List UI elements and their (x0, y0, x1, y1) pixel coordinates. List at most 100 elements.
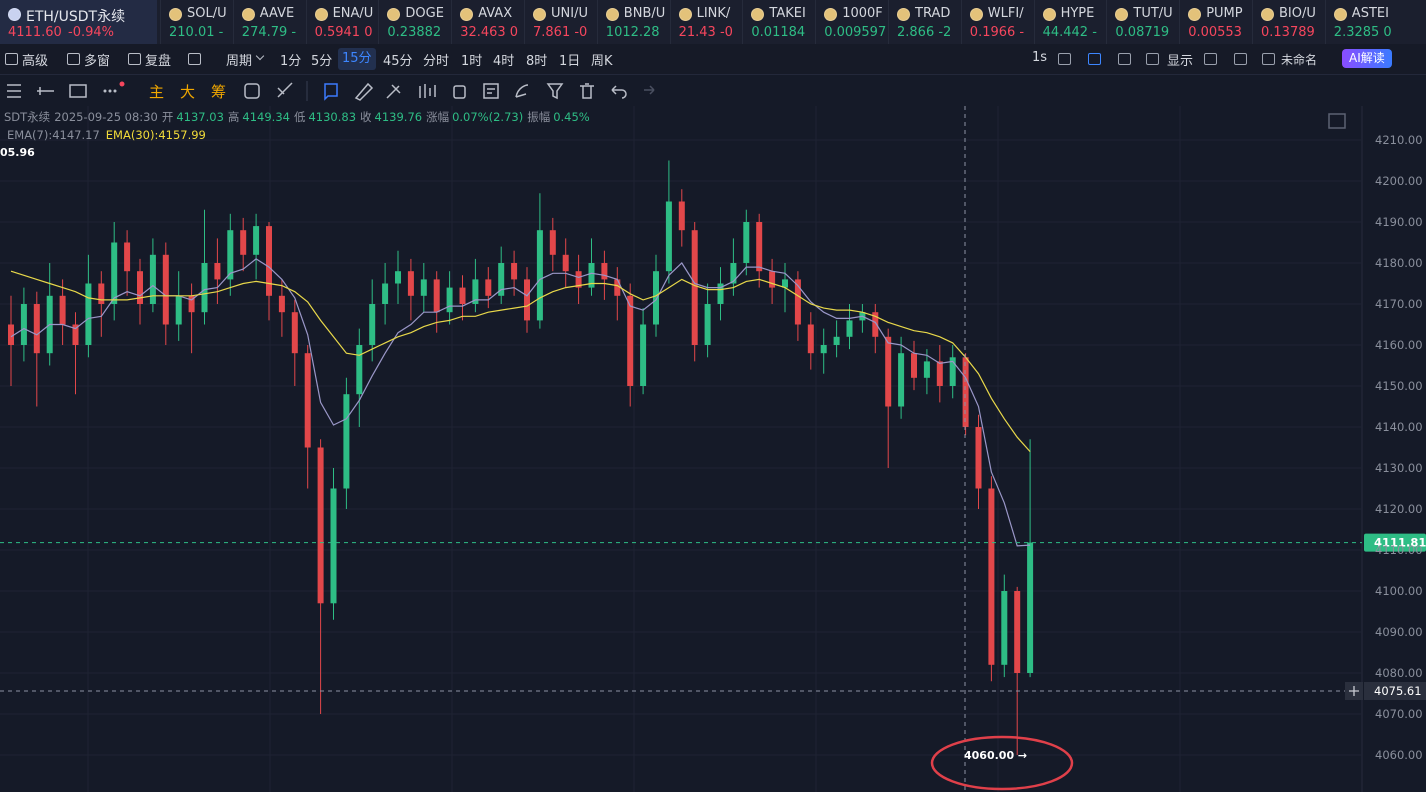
overlay: 4111.81 4075.61 4060.00 → (0, 533, 1426, 791)
tool-icon[interactable] (419, 84, 436, 98)
candle-body (162, 254, 169, 325)
toolbar-button[interactable]: 显示 (1167, 54, 1194, 69)
tool-icon[interactable] (324, 83, 338, 101)
ticker[interactable]: ASTEI 2.3285 0 (1324, 0, 1397, 44)
toolbar-icon[interactable] (1088, 53, 1101, 65)
ticker[interactable]: PUMP 0.00553 (1179, 0, 1251, 44)
ticker[interactable]: TAKEI 0.01184 (742, 0, 814, 44)
ticker[interactable]: UNI/U 7.861 -0 (524, 0, 596, 44)
toolbar-icon[interactable] (1118, 53, 1131, 65)
candle-body (253, 226, 260, 255)
ticker-bar: ETH/USDT永续 4111.60 -0.94% SOL/U 210.01 - AAVE… (0, 0, 1426, 44)
field-value: 4149.34 (242, 110, 290, 124)
line-icon[interactable] (37, 87, 54, 95)
toolbar: 高级 多窗 复盘 周期 1分 5分 15分 45分 分时 1时 4时 8时 1日 周K 1s 显示 未命名 AI解… (0, 44, 1426, 75)
y-tick-label: 4070.00 (1375, 707, 1423, 721)
rect-icon[interactable] (69, 84, 87, 98)
ticker-symbol: UNI/U (551, 6, 588, 21)
tool-icon[interactable] (386, 84, 401, 99)
ticker[interactable]: WLFI/0.1966 - (960, 0, 1033, 44)
toolbar-icon[interactable] (1262, 53, 1275, 65)
ticker-quote: 21.43 -0 (678, 25, 733, 40)
field-label: 开 (161, 110, 174, 124)
ticker[interactable]: DOGE 0.23882 (378, 0, 450, 44)
y-tick-label: 4120.00 (1375, 502, 1423, 516)
more-icon[interactable] (103, 81, 125, 93)
ticker[interactable]: AAVE 274.79 - (232, 0, 305, 44)
indicator-button[interactable]: 主 (149, 83, 164, 101)
interval-button[interactable]: 1分 (280, 54, 302, 69)
interval-button[interactable]: 分时 (423, 54, 450, 69)
coin-icon (8, 8, 21, 21)
ticker-symbol: HYPE (1060, 6, 1095, 21)
ticker-quote: 2.866 -2 (897, 25, 952, 40)
coin-icon (169, 8, 182, 21)
toolbar-icon[interactable] (1204, 53, 1217, 65)
toolbar-button[interactable]: 未命名 (1281, 53, 1318, 67)
y-tick-label: 4130.00 (1375, 461, 1423, 475)
time: 2025-09-25 08:30 (54, 110, 158, 124)
ticker[interactable]: TUT/U 0.08719 (1106, 0, 1178, 44)
ticker-symbol: AAVE (259, 6, 295, 21)
ticker-symbol: SOL/U (187, 6, 227, 21)
candle-body (459, 287, 466, 304)
toolbar-button[interactable]: 复盘 (145, 54, 172, 69)
toolbar-button[interactable]: 1s (1032, 50, 1048, 65)
interval-button[interactable]: 周K (591, 54, 613, 69)
ticker[interactable]: SOL/U 210.01 - (160, 0, 232, 44)
toolbar-icon[interactable] (1234, 53, 1247, 65)
indicator-button[interactable]: 筹 (211, 83, 226, 101)
plot (8, 160, 1034, 755)
expand-icon[interactable] (1328, 113, 1346, 129)
candle-body (962, 357, 969, 427)
candle-body (769, 271, 776, 288)
active-ticker[interactable]: ETH/USDT永续 4111.60 -0.94% (0, 0, 157, 44)
candle-body (8, 324, 14, 345)
ticker[interactable]: ENA/U 0.5941 0 (305, 0, 378, 44)
indicator-button[interactable]: 大 (180, 83, 195, 101)
toolbar-button[interactable]: 多窗 (84, 54, 111, 69)
toolbar-button[interactable]: 周期 (226, 54, 253, 69)
ticker[interactable]: AVAX 32.463 0 (451, 0, 523, 44)
ticker-symbol: AVAX (478, 6, 513, 21)
tool-icon[interactable] (277, 82, 293, 98)
tool-icon[interactable] (515, 84, 529, 98)
candle-body (807, 324, 814, 354)
ticker[interactable]: BNB/U 1012.28 (596, 0, 669, 44)
ticker[interactable]: 1000F 0.009597 (815, 0, 887, 44)
ticker[interactable]: BIO/U 0.13789 (1252, 0, 1324, 44)
toolbar-icon[interactable] (1058, 53, 1071, 65)
toolbar-icon (188, 53, 201, 65)
tool-icon[interactable] (580, 83, 594, 99)
toolbar-icon[interactable] (1146, 53, 1159, 65)
candle-body (640, 324, 647, 386)
y-tick-label: 4090.00 (1375, 625, 1423, 639)
undo-icon[interactable] (611, 85, 627, 99)
tool-icon[interactable] (546, 83, 564, 100)
interval-button[interactable]: 15分 (338, 48, 376, 70)
tool-icon[interactable] (244, 83, 260, 99)
ticker[interactable]: HYPE 44.442 - (1033, 0, 1106, 44)
tool-icon[interactable] (483, 83, 499, 99)
ticker[interactable]: TRAD 2.866 -2 (888, 0, 960, 44)
interval-button[interactable]: 1时 (461, 54, 483, 69)
menu-icon[interactable] (7, 84, 21, 98)
toolbar-button[interactable]: AI解读 (1342, 49, 1392, 68)
interval-button[interactable]: 45分 (383, 54, 413, 69)
candle-body (227, 230, 234, 280)
toolbar-button[interactable]: 高级 (22, 54, 49, 69)
tool-icon[interactable] (354, 82, 374, 101)
candle-body (588, 263, 595, 288)
interval-button[interactable]: 8时 (526, 54, 548, 69)
interval-button[interactable]: 1日 (559, 54, 581, 69)
redo-icon[interactable] (644, 85, 655, 95)
candle-body (98, 283, 105, 304)
ticker[interactable]: LINK/21.43 -0 (669, 0, 742, 44)
interval-button[interactable]: 5分 (311, 54, 333, 69)
candle-body (653, 271, 659, 325)
tool-icon[interactable] (453, 85, 466, 99)
ticker-quote: 0.00553 (1188, 25, 1242, 40)
coin-icon (605, 8, 619, 21)
interval-button[interactable]: 4时 (493, 54, 515, 69)
candle-body (665, 201, 672, 272)
